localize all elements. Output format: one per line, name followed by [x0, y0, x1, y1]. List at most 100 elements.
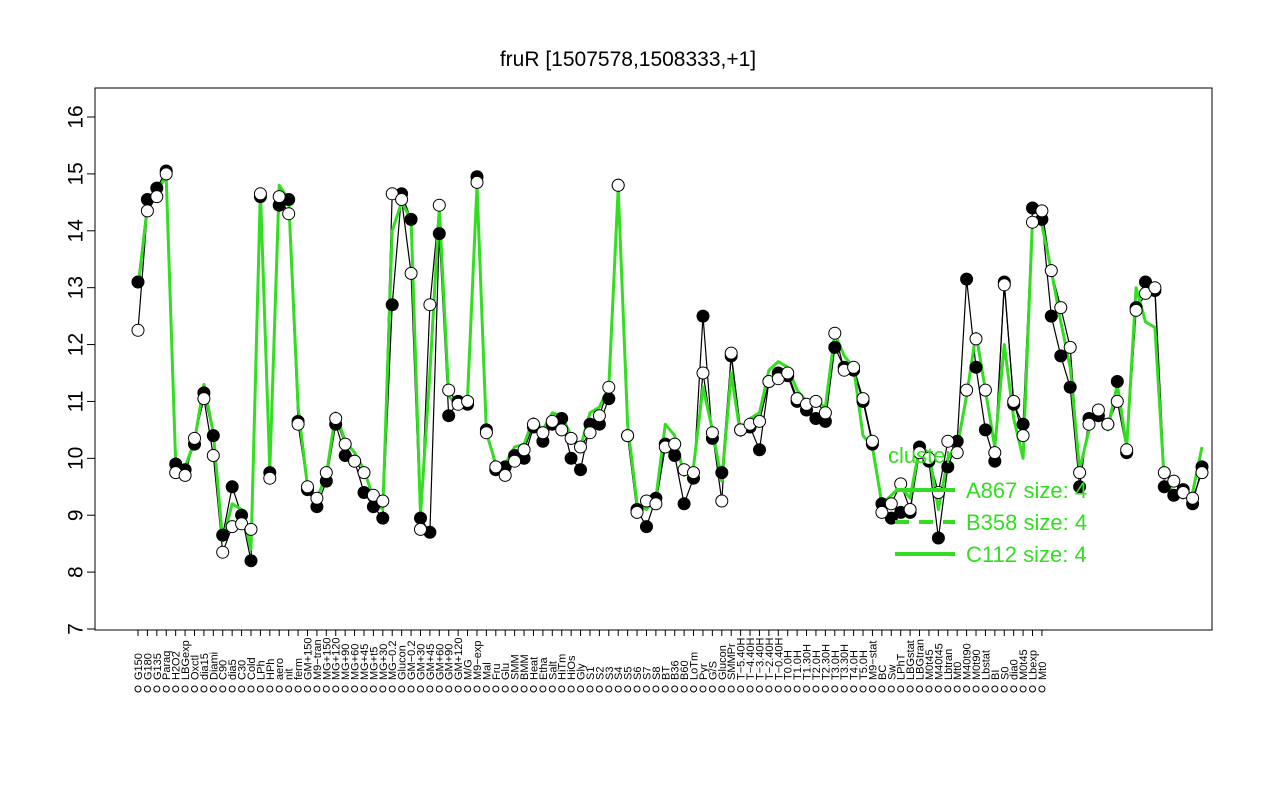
- data-point-b358: [216, 545, 230, 559]
- legend-header: cluster: [888, 443, 953, 468]
- x-sample-marker: [360, 685, 368, 693]
- x-tick-label: dia0: [1009, 659, 1021, 680]
- legend-entry-a867: A867 size: 4: [966, 478, 1087, 503]
- data-point-a867: [131, 275, 145, 289]
- data-point-b358: [253, 187, 267, 201]
- data-point-a867: [244, 554, 258, 568]
- data-point-b358: [140, 204, 154, 218]
- data-point-b358: [621, 429, 635, 443]
- data-point-b358: [847, 360, 861, 374]
- x-tick-label: T−3.40H: [754, 637, 766, 680]
- x-sample-marker: [247, 685, 255, 693]
- x-sample-marker: [624, 685, 632, 693]
- x-tick-label: BMM: [519, 654, 531, 680]
- data-point-b358: [489, 460, 503, 474]
- data-point-b358: [479, 426, 493, 440]
- data-point-b358: [941, 434, 955, 448]
- x-sample-marker: [897, 685, 905, 693]
- x-sample-marker: [868, 685, 876, 693]
- data-point-b358: [696, 366, 710, 380]
- x-sample-marker: [322, 685, 330, 693]
- x-tick-label: Etha: [538, 656, 550, 680]
- data-point-b358: [574, 440, 587, 454]
- legend-entry-c112: C112 size: 4: [966, 542, 1087, 567]
- x-tick-label: S2: [594, 667, 606, 680]
- x-sample-marker: [944, 685, 952, 693]
- data-point-a867: [225, 480, 239, 494]
- data-point-b358: [319, 466, 333, 480]
- x-tick-label: Cold: [246, 657, 258, 680]
- x-sample-marker: [172, 685, 180, 693]
- x-tick-label: LPhT: [896, 653, 908, 680]
- x-sample-marker: [454, 685, 462, 693]
- x-tick-label: GM+150: [302, 638, 314, 681]
- x-tick-label: Mt0: [952, 662, 964, 680]
- x-tick-label: S6: [632, 667, 644, 680]
- data-point-b358: [1129, 303, 1143, 317]
- data-point-b358: [687, 466, 700, 480]
- x-sample-marker: [464, 685, 472, 693]
- data-point-b358: [753, 414, 766, 428]
- data-point-b358: [790, 392, 804, 406]
- data-point-b358: [734, 423, 748, 437]
- x-tick-label: T−0.40H: [773, 637, 785, 680]
- x-sample-marker: [181, 685, 189, 693]
- data-point-b358: [978, 383, 992, 397]
- data-point-b358: [545, 414, 559, 428]
- legend-entry-b358: B358 size: 4: [966, 510, 1087, 535]
- x-axis: G150G180G135ParaqH2O2LBGexpOxctldia15Dia…: [133, 630, 1049, 693]
- data-point-b358: [1139, 286, 1152, 300]
- data-point-b358: [508, 454, 522, 468]
- y-tick-label: 13: [64, 276, 87, 299]
- x-tick-label: T−4.40H: [745, 637, 757, 680]
- x-sample-marker: [1010, 685, 1018, 693]
- x-sample-marker: [275, 685, 283, 693]
- data-point-b358: [282, 207, 296, 221]
- x-sample-marker: [1000, 685, 1008, 693]
- x-tick-label: BC: [877, 665, 889, 680]
- data-point-b358: [348, 454, 362, 468]
- data-point-a867: [715, 466, 729, 480]
- x-tick-label: LBGstat: [905, 640, 917, 680]
- x-sample-marker: [821, 685, 829, 693]
- data-point-b358: [555, 423, 569, 437]
- x-tick-label: MG+t5: [368, 647, 380, 680]
- x-sample-marker: [388, 685, 396, 693]
- x-tick-label: dia5: [227, 659, 239, 680]
- x-tick-label: M9−stat: [867, 641, 879, 680]
- data-point-b358: [630, 505, 644, 519]
- x-tick-label: GM+120: [453, 638, 465, 681]
- x-tick-label: GM+60: [434, 644, 446, 680]
- x-sample-marker: [501, 685, 509, 693]
- data-point-a867: [753, 443, 766, 457]
- y-axis: 7 8 9 10 11 12 13 14 15 16: [64, 105, 95, 635]
- data-point-b358: [357, 466, 371, 480]
- data-point-b358: [828, 326, 842, 340]
- x-sample-marker: [511, 685, 519, 693]
- x-tick-label: HiOs: [566, 655, 578, 680]
- x-sample-marker: [162, 685, 170, 693]
- data-point-a867: [1157, 480, 1171, 494]
- x-tick-label: Diami: [208, 652, 220, 680]
- data-point-a867: [404, 212, 418, 226]
- data-point-b358: [527, 417, 540, 431]
- x-sample-marker: [746, 685, 754, 693]
- x-sample-marker: [416, 685, 424, 693]
- data-point-b358: [376, 494, 390, 508]
- data-point-b358: [498, 468, 512, 482]
- series-points: [131, 164, 1209, 568]
- data-point-b358: [1120, 443, 1134, 457]
- data-point-a867: [376, 511, 390, 525]
- x-tick-label: BI: [990, 670, 1002, 680]
- data-point-b358: [1157, 466, 1171, 480]
- x-sample-marker: [1038, 685, 1046, 693]
- x-tick-label: SMM: [510, 654, 522, 680]
- x-tick-label: SMMPr: [726, 643, 738, 680]
- x-sample-marker: [972, 685, 980, 693]
- x-sample-marker: [963, 685, 971, 693]
- x-sample-marker: [803, 685, 811, 693]
- data-point-b358: [197, 392, 211, 406]
- x-sample-marker: [916, 685, 924, 693]
- x-sample-marker: [774, 685, 782, 693]
- data-point-a867: [564, 451, 578, 465]
